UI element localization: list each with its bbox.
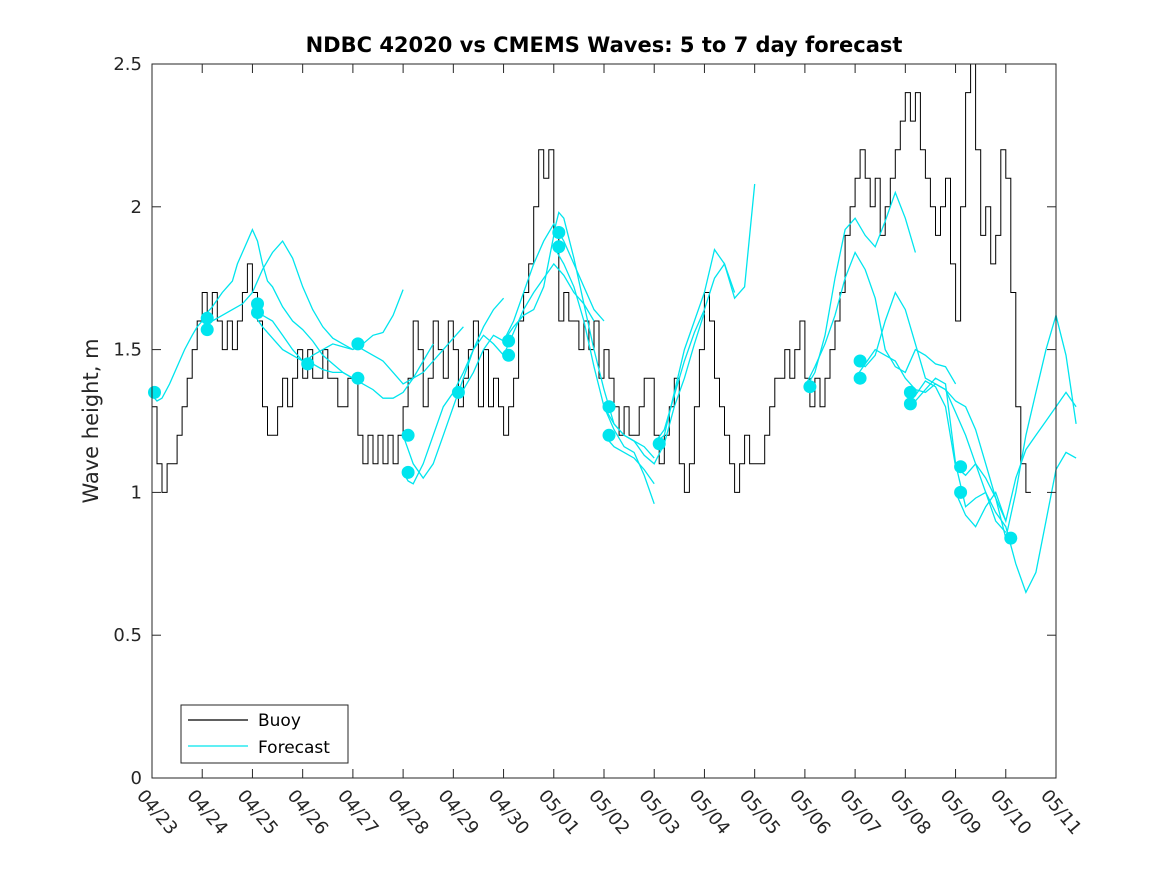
forecast-marker [502,348,516,362]
y-tick-label: 2.5 [113,54,142,75]
forecast-marker [954,485,968,499]
plot-area [152,64,1056,778]
y-tick-label: 0.5 [113,625,142,646]
y-axis: 0 0.5 1 1.5 2 2.5 [113,54,1056,789]
legend: Buoy Forecast [180,704,349,764]
forecast-marker [301,357,315,371]
forecast-marker [903,397,917,411]
forecast-marker [401,465,415,479]
forecast-marker [502,334,516,348]
forecast-line [603,434,655,485]
forecast-line [503,222,605,342]
y-axis-label: Wave height, m [79,338,103,503]
forecast-line [352,343,434,399]
forecast-marker [451,385,465,399]
forecast-line [553,211,655,459]
forecast-line [603,312,706,465]
forecast-line [854,290,1007,522]
forecast-line [402,297,505,485]
forecast-marker [251,306,264,319]
buoy-series [152,63,1031,493]
y-tick-label: 0 [131,768,142,789]
forecast-line [503,262,595,356]
forecast-marker [200,323,214,337]
forecast-marker [903,385,917,399]
chart-title: NDBC 42020 vs CMEMS Waves: 5 to 7 day fo… [306,33,903,57]
forecast-marker [200,311,214,325]
forecast-line [402,334,505,480]
forecast-line [804,190,917,390]
legend-buoy-label: Buoy [258,711,301,731]
forecast-marker [552,226,566,239]
forecast-markers [148,226,1018,545]
forecast-marker [853,354,867,368]
forecast-line [201,239,354,351]
forecast-line [151,320,203,402]
forecast-marker [853,371,867,385]
forecast-series [151,183,1077,595]
forecast-marker [552,240,566,254]
forecast-marker [401,428,415,442]
forecast-marker [602,400,616,414]
forecast-marker [652,437,666,451]
forecast-line [904,312,1077,539]
forecast-marker [803,380,817,394]
forecast-line [854,348,1007,533]
forecast-line [201,227,354,379]
forecast-line [302,289,404,365]
forecast-marker [148,385,161,399]
y-tick-label: 1.5 [113,340,142,361]
forecast-line [352,326,464,385]
forecast-marker [351,371,365,385]
forecast-marker [351,337,365,351]
forecast-line [804,251,957,387]
forecast-line [653,262,736,445]
y-tick-label: 1 [131,482,142,503]
y-tick-label: 2 [131,197,142,218]
forecast-marker [1004,531,1018,545]
legend-box [180,704,349,764]
legend-forecast-label: Forecast [258,738,330,758]
forecast-marker [954,460,968,474]
forecast-marker [602,428,616,442]
buoy-line [152,63,1031,493]
forecast-line [904,377,1077,595]
